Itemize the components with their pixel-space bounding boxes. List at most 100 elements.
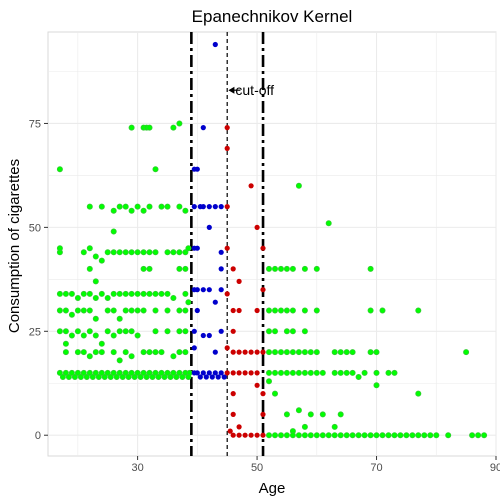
data-point-right — [248, 183, 254, 189]
data-point-outside — [146, 124, 153, 131]
data-point-left — [194, 307, 200, 314]
data-point-outside — [295, 369, 302, 376]
data-point-outside — [271, 369, 278, 376]
data-point-right — [236, 278, 242, 284]
data-point-outside — [80, 332, 87, 339]
data-point-outside — [325, 432, 332, 439]
data-point-left — [194, 166, 200, 172]
data-point-outside — [277, 349, 284, 356]
data-point-outside — [158, 203, 165, 210]
data-point-outside — [164, 249, 171, 256]
data-point-outside — [62, 290, 69, 297]
data-point-outside — [146, 203, 153, 210]
data-point-outside — [337, 369, 344, 376]
data-point-outside — [337, 432, 344, 439]
data-point-outside — [307, 411, 314, 418]
data-point-outside — [185, 299, 192, 306]
chart-title: Epanechnikov Kernel — [192, 7, 353, 26]
data-point-outside — [140, 369, 147, 376]
data-point-outside — [110, 307, 117, 314]
data-point-right — [236, 432, 242, 438]
data-point-right — [242, 349, 248, 355]
data-point-outside — [158, 349, 165, 356]
data-point-outside — [56, 166, 63, 173]
data-point-outside — [265, 349, 272, 356]
data-point-outside — [146, 349, 153, 356]
data-point-outside — [325, 220, 332, 227]
y-axis-title: Consumption of cigarettes — [6, 159, 23, 333]
data-point-outside — [185, 373, 192, 380]
data-point-outside — [265, 307, 272, 314]
data-point-right — [230, 432, 236, 438]
data-point-outside — [349, 369, 356, 376]
data-point-outside — [80, 349, 87, 356]
data-point-outside — [415, 432, 422, 439]
data-point-outside — [313, 432, 320, 439]
data-point-outside — [62, 328, 69, 335]
data-point-outside — [98, 340, 105, 347]
data-point-left — [194, 370, 200, 376]
data-point-right — [242, 432, 248, 438]
data-point-outside — [176, 249, 183, 256]
data-point-outside — [149, 373, 156, 380]
data-point-right — [242, 370, 248, 376]
data-point-right — [260, 287, 266, 293]
data-point-outside — [415, 307, 422, 314]
x-tick-label: 70 — [370, 462, 382, 474]
data-point-outside — [313, 307, 320, 314]
data-point-outside — [116, 328, 123, 335]
data-point-right — [224, 204, 230, 210]
plot-panel — [47, 31, 497, 457]
data-point-outside — [164, 328, 171, 335]
data-point-outside — [415, 390, 422, 397]
data-point-left — [212, 204, 218, 210]
data-point-outside — [146, 249, 153, 256]
data-point-left — [200, 204, 206, 210]
data-point-outside — [86, 353, 93, 360]
data-point-outside — [74, 369, 81, 376]
data-point-outside — [140, 207, 147, 214]
data-point-outside — [140, 307, 147, 314]
data-point-outside — [137, 373, 144, 380]
data-point-outside — [74, 349, 81, 356]
data-point-outside — [289, 349, 296, 356]
data-point-outside — [104, 307, 111, 314]
data-point-outside — [373, 382, 380, 389]
data-point-outside — [427, 432, 434, 439]
data-point-outside — [92, 315, 99, 322]
data-point-outside — [143, 373, 150, 380]
data-point-outside — [176, 203, 183, 210]
data-point-right — [254, 349, 260, 355]
data-point-left — [212, 299, 218, 305]
data-point-outside — [283, 265, 290, 272]
data-point-outside — [122, 307, 129, 314]
data-point-right — [224, 145, 230, 151]
data-point-outside — [182, 290, 189, 297]
data-point-outside — [331, 432, 338, 439]
data-point-outside — [65, 373, 72, 380]
data-point-outside — [86, 245, 93, 252]
bandwidth-lines — [190, 32, 265, 456]
data-point-outside — [146, 265, 153, 272]
data-point-outside — [128, 369, 135, 376]
data-point-outside — [128, 328, 135, 335]
data-point-left — [206, 224, 212, 230]
data-point-outside — [349, 432, 356, 439]
data-point-outside — [98, 257, 105, 264]
data-point-outside — [265, 369, 272, 376]
data-point-left — [194, 245, 200, 251]
data-point-outside — [283, 432, 290, 439]
data-point-left — [218, 204, 224, 210]
data-point-outside — [182, 207, 189, 214]
data-point-left — [200, 287, 206, 293]
data-point-outside — [134, 203, 141, 210]
data-point-outside — [74, 294, 81, 301]
data-point-outside — [481, 432, 488, 439]
y-tick-label: 25 — [29, 326, 41, 338]
data-point-right — [254, 370, 260, 376]
y-tick-label: 0 — [35, 430, 41, 442]
data-point-outside — [68, 311, 75, 318]
data-point-outside — [92, 278, 99, 285]
data-point-outside — [176, 369, 183, 376]
